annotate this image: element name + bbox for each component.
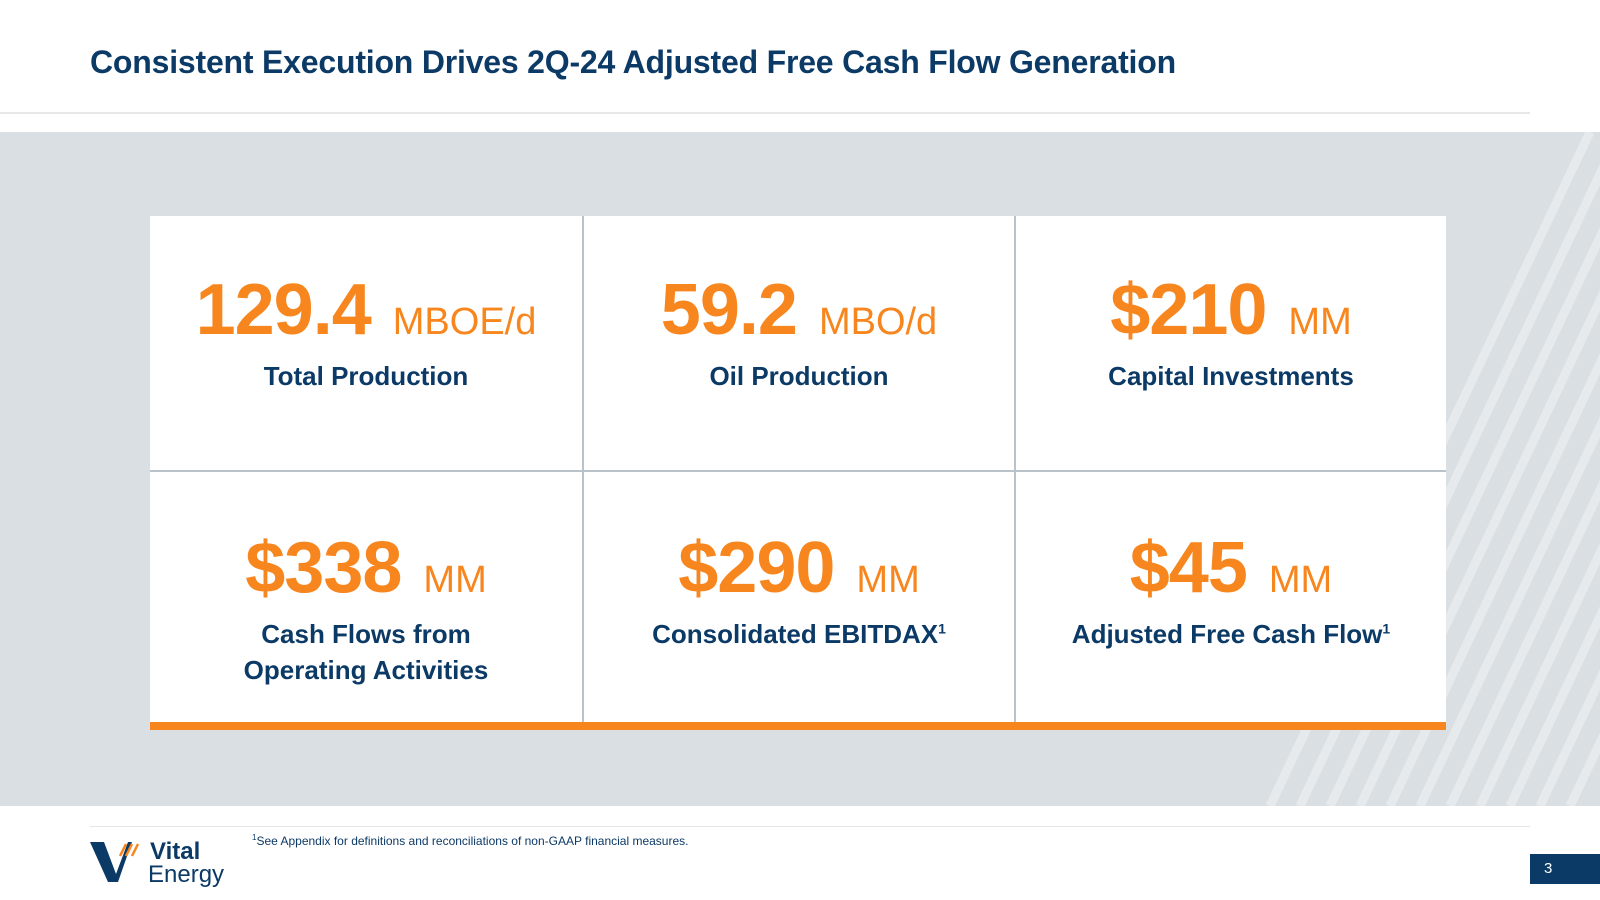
logo-mark-icon — [90, 842, 140, 882]
metric-label-text: Total Production — [263, 361, 469, 391]
metric-label-text: Adjusted Free Cash Flow — [1071, 619, 1383, 649]
metric-value-row: $45 MM — [1130, 526, 1332, 610]
metric-unit: MM — [856, 559, 920, 601]
metric-unit: MBO/d — [818, 301, 938, 343]
footer-divider — [90, 826, 1530, 827]
metric-value: $338 — [245, 528, 402, 608]
metric-label: Oil Production — [709, 358, 888, 394]
metric-label-line1: Cash Flows from — [261, 619, 471, 649]
metric-adjusted-free-cash-flow: $45 MM Adjusted Free Cash Flow1 — [1014, 470, 1446, 722]
footnote-marker: 1 — [938, 620, 946, 637]
metric-value-row: 59.2 MBO/d — [661, 268, 937, 352]
title-divider — [0, 112, 1530, 114]
metric-value-row: $210 MM — [1110, 268, 1351, 352]
metric-value: 129.4 — [195, 270, 372, 350]
metric-label: Capital Investments — [1108, 358, 1354, 394]
metric-cash-flows-operating: $338 MM Cash Flows from Operating Activi… — [150, 470, 582, 722]
metric-value: $290 — [678, 528, 835, 608]
metric-label-text: Oil Production — [709, 361, 889, 391]
metric-value: $210 — [1110, 270, 1267, 350]
metric-unit: MM — [1288, 301, 1352, 343]
footnote: 1See Appendix for definitions and reconc… — [252, 833, 689, 848]
footnote-marker: 1 — [252, 833, 257, 842]
metric-capital-investments: $210 MM Capital Investments — [1014, 216, 1446, 470]
metric-unit: MM — [1268, 559, 1333, 601]
footnote-text: See Appendix for definitions and reconci… — [256, 834, 689, 848]
metrics-panel: 129.4 MBOE/d Total Production 59.2 MBO/d… — [150, 216, 1446, 730]
metric-value: 59.2 — [660, 270, 798, 350]
metric-label-text: Consolidated EBITDAX — [652, 619, 939, 649]
metric-label: Total Production — [264, 358, 469, 394]
footnote-marker: 1 — [1382, 620, 1391, 637]
metric-value-row: $290 MM — [678, 526, 919, 610]
metric-label: Consolidated EBITDAX1 — [652, 616, 946, 652]
metric-unit: MBOE/d — [392, 301, 537, 343]
logo-word-vital: Vital — [150, 838, 201, 865]
page-number: 3 — [1530, 854, 1600, 884]
metric-consolidated-ebitdax: $290 MM Consolidated EBITDAX1 — [582, 470, 1014, 722]
metric-oil-production: 59.2 MBO/d Oil Production — [582, 216, 1014, 470]
metric-label: Adjusted Free Cash Flow1 — [1072, 616, 1390, 652]
vital-energy-logo: Vital Energy — [90, 838, 240, 890]
metric-value: $45 — [1129, 528, 1248, 608]
slide-title: Consistent Execution Drives 2Q-24 Adjust… — [90, 44, 1176, 80]
metric-value-row: 129.4 MBOE/d — [196, 268, 537, 352]
metric-label-text: Capital Investments — [1108, 361, 1354, 391]
metric-total-production: 129.4 MBOE/d Total Production — [150, 216, 582, 470]
metrics-grid: 129.4 MBOE/d Total Production 59.2 MBO/d… — [150, 216, 1446, 722]
metric-value-row: $338 MM — [245, 526, 486, 610]
metric-unit: MM — [423, 559, 487, 601]
logo-word-energy: Energy — [148, 861, 225, 888]
metric-label-line2: Operating Activities — [243, 655, 489, 685]
metric-label: Cash Flows from Operating Activities — [244, 616, 489, 688]
